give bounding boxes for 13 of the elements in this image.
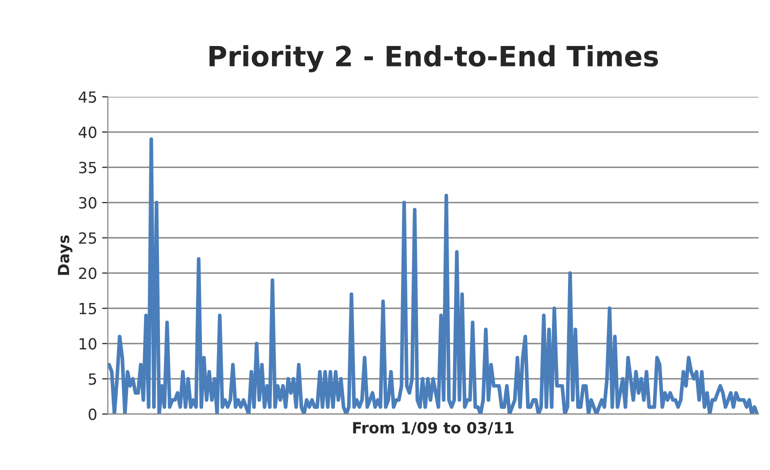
y-tick-label: 10 (80, 338, 96, 350)
y-tick-label: 15 (80, 302, 96, 314)
y-tick-label: 45 (78, 91, 96, 103)
y-tick-label: 20 (79, 268, 96, 280)
y-axis-title: Days (58, 235, 72, 275)
y-tick-label: 30 (79, 197, 96, 209)
y-tick-label: 35 (79, 162, 96, 174)
x-axis-title: From 1/09 to 03/11 (353, 422, 514, 435)
y-tick-label: 5 (88, 373, 96, 385)
chart-title: Priority 2 - End-to-End Times (210, 45, 658, 72)
y-tick-label: 40 (78, 126, 96, 138)
y-tick-label: 25 (79, 232, 96, 244)
y-tick-label: 0 (88, 408, 96, 420)
